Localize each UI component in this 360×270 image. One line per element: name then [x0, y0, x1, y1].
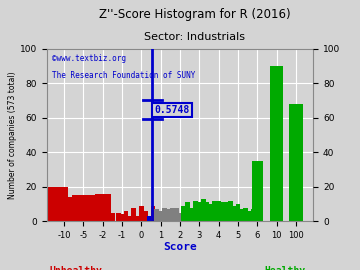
Bar [235, 204, 240, 221]
Bar [127, 216, 132, 221]
Bar [270, 66, 283, 221]
Bar [212, 201, 217, 221]
Bar [131, 208, 136, 221]
Bar [174, 208, 179, 221]
Text: Sector: Industrials: Sector: Industrials [144, 32, 245, 42]
Text: 0.5748: 0.5748 [154, 105, 189, 115]
Bar [231, 206, 237, 221]
Bar [162, 208, 167, 221]
Bar [123, 211, 129, 221]
Bar [185, 202, 190, 221]
Bar [135, 216, 140, 221]
Bar [158, 211, 163, 221]
Text: Healthy: Healthy [265, 266, 306, 270]
Bar [143, 211, 148, 221]
Bar [243, 208, 248, 221]
Bar [289, 104, 303, 221]
Bar [208, 204, 213, 221]
Bar [147, 216, 152, 221]
Bar [224, 202, 229, 221]
Bar [154, 209, 159, 221]
Bar [177, 213, 183, 221]
Bar [220, 202, 225, 221]
Bar [120, 214, 125, 221]
Bar [189, 208, 194, 221]
Bar [204, 202, 210, 221]
Bar [193, 201, 198, 221]
Text: ©www.textbiz.org: ©www.textbiz.org [52, 54, 126, 63]
Bar [201, 199, 206, 221]
Bar [252, 161, 262, 221]
Bar [110, 213, 115, 221]
Text: Z''-Score Histogram for R (2016): Z''-Score Histogram for R (2016) [99, 8, 290, 21]
Bar [228, 201, 233, 221]
Bar [197, 202, 202, 221]
Bar [251, 209, 256, 221]
Bar [116, 213, 121, 221]
X-axis label: Score: Score [163, 241, 197, 252]
Bar [166, 209, 171, 221]
Text: The Research Foundation of SUNY: The Research Foundation of SUNY [52, 71, 195, 80]
Bar [139, 206, 144, 221]
Bar [170, 208, 175, 221]
Bar [239, 209, 244, 221]
Bar [216, 201, 221, 221]
Y-axis label: Number of companies (573 total): Number of companies (573 total) [8, 71, 17, 199]
Bar [247, 211, 252, 221]
Text: Unhealthy: Unhealthy [49, 266, 102, 270]
Bar [181, 206, 186, 221]
Bar [95, 194, 111, 221]
Bar [150, 206, 156, 221]
Bar [72, 195, 95, 221]
Bar [45, 187, 68, 221]
Bar [53, 197, 76, 221]
